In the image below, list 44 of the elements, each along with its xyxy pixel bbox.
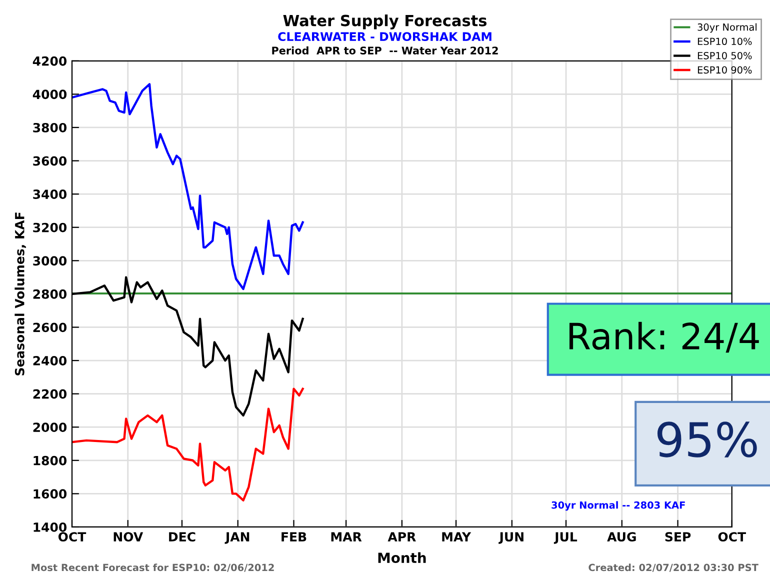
chart-title: Water Supply Forecasts: [283, 14, 487, 30]
x-tick-label: DEC: [169, 532, 196, 542]
annotation: 95%: [657, 422, 757, 458]
y-tick-label: 1600: [34, 489, 67, 499]
y-tick-label: 2200: [33, 389, 67, 399]
x-tick-label: FEB: [282, 532, 306, 542]
text: Period APR to SEP -- Water Year 2012: [272, 46, 498, 54]
legend-label: ESP10 90%: [698, 66, 752, 74]
y-tick-label: 1400: [34, 522, 67, 532]
x-tick-label: OCT: [58, 532, 86, 542]
annotation: 30yr Normal -- 2803 KAF: [552, 501, 685, 511]
x-tick-label: MAR: [331, 532, 362, 542]
y-tick-label: 2400: [33, 356, 67, 366]
x-tick-label: JUN: [498, 532, 524, 544]
y-axis-title: Seasonal Volumes, KAF: [14, 212, 26, 376]
y-tick-label: 4000: [32, 90, 67, 100]
legend-label: 30yr Normal: [698, 23, 756, 33]
y-tick-label: 1800: [34, 456, 67, 466]
y-tick-label: 2600: [33, 322, 67, 332]
x-tick-label: APR: [388, 532, 416, 542]
x-tick-label: NOV: [114, 532, 144, 542]
chart-subtitle: CLEARWATER - DWORSHAK DAM: [278, 32, 492, 42]
annotation: Rank: 24/4: [569, 322, 759, 353]
text: Most Recent Forecast for ESP10: 02/06/2012: [32, 564, 274, 572]
x-tick-label: SEP: [665, 532, 691, 542]
x-tick-label: MAY: [442, 532, 472, 542]
line-series: [72, 83, 304, 290]
text: Created: 02/07/2012 03:30 PST: [588, 564, 758, 572]
x-tick-label: JAN: [224, 532, 250, 544]
x-axis-title: Month: [378, 552, 426, 564]
legend-label: ESP10 10%: [698, 38, 752, 46]
y-tick-label: 4200: [32, 56, 67, 66]
y-tick-label: 3600: [33, 156, 67, 166]
y-tick-label: 2800: [33, 289, 67, 299]
legend-label: ESP10 50%: [698, 52, 752, 60]
y-tick-label: 2000: [33, 422, 67, 432]
x-tick-label: JUL: [554, 532, 578, 544]
x-tick-label: AUG: [607, 532, 636, 542]
y-tick-label: 3000: [33, 256, 67, 266]
x-tick-label: OCT: [718, 532, 746, 542]
y-tick-label: 3200: [33, 222, 67, 232]
y-tick-label: 3400: [33, 190, 67, 199]
line-series: [72, 388, 304, 502]
y-tick-label: 3800: [33, 122, 67, 132]
